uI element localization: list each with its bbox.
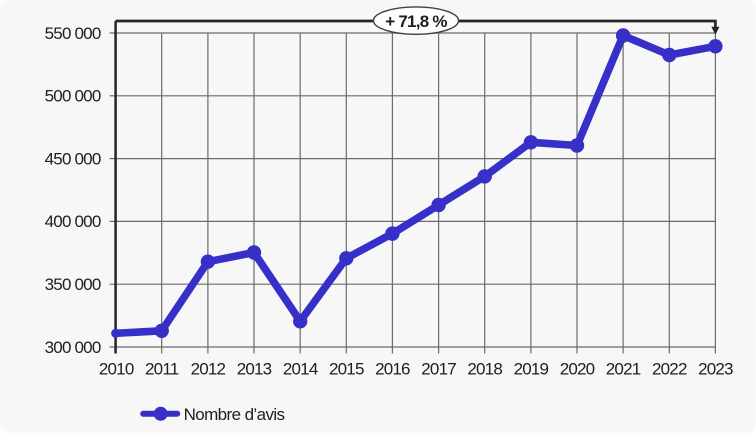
svg-text:2023: 2023 [698,360,733,379]
svg-text:450 000: 450 000 [45,149,101,168]
svg-text:2016: 2016 [375,360,410,379]
svg-text:2011: 2011 [145,360,179,379]
svg-text:2019: 2019 [514,360,549,379]
svg-text:2020: 2020 [560,360,595,379]
svg-text:350 000: 350 000 [45,275,101,294]
svg-text:400 000: 400 000 [45,212,101,231]
svg-text:2017: 2017 [421,360,456,379]
svg-text:2015: 2015 [329,360,364,379]
svg-text:500 000: 500 000 [45,87,101,106]
svg-text:2012: 2012 [191,360,226,379]
svg-text:2022: 2022 [652,360,687,379]
svg-text:2014: 2014 [283,360,318,379]
svg-text:2013: 2013 [237,360,272,379]
svg-text:300 000: 300 000 [45,338,101,357]
svg-text:Nombre d’avis: Nombre d’avis [184,405,285,424]
svg-text:2018: 2018 [467,360,502,379]
svg-text:2021: 2021 [606,360,641,379]
svg-text:2010: 2010 [99,360,134,379]
svg-text:550 000: 550 000 [45,24,101,43]
svg-text:+ 71,8 %: + 71,8 % [385,12,447,31]
